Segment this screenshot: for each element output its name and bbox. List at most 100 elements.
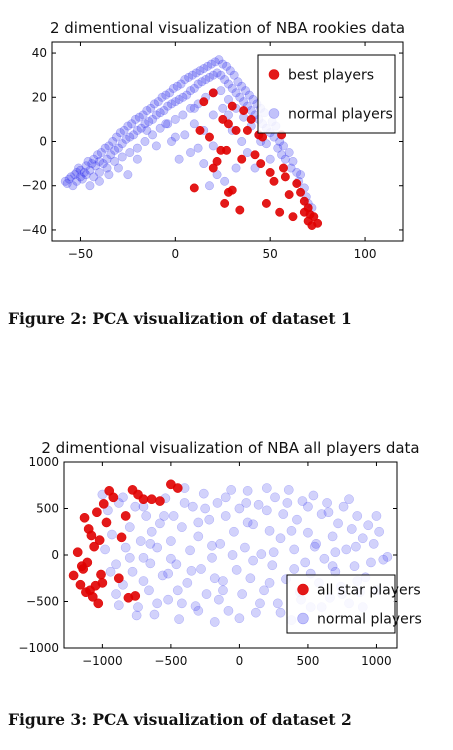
data-point [133, 602, 143, 612]
data-point [223, 95, 233, 104]
data-point [189, 183, 199, 193]
data-point [288, 156, 298, 166]
data-point [110, 156, 120, 166]
data-point [299, 196, 309, 206]
legend-label: normal players [317, 612, 422, 628]
data-point [195, 125, 205, 135]
data-point [251, 607, 261, 618]
data-point [111, 589, 121, 599]
data-point [132, 143, 142, 153]
y-tick-label: −1000 [18, 641, 59, 655]
data-point [218, 114, 228, 124]
data-point [153, 97, 163, 107]
data-point [261, 505, 272, 516]
data-point [76, 165, 85, 175]
data-point [214, 55, 224, 65]
data-point [333, 518, 343, 529]
data-point [193, 79, 203, 89]
data-point [264, 525, 275, 536]
data-point [100, 544, 110, 555]
data-point [357, 533, 368, 544]
axis-ticks: −1000 −500 0 500 1000 −1000 −500 0 500 1000 [18, 455, 397, 668]
data-point [245, 573, 256, 584]
data-point [288, 212, 298, 222]
data-point [205, 72, 214, 82]
data-point [215, 538, 226, 549]
data-point [138, 576, 149, 586]
data-point [83, 156, 93, 166]
data-point [258, 132, 268, 142]
data-point [246, 114, 256, 124]
data-point [97, 578, 108, 588]
data-point [239, 97, 249, 107]
data-point [166, 536, 176, 546]
data-point [341, 544, 352, 555]
data-point [167, 137, 176, 146]
data-point [148, 114, 158, 124]
data-point [176, 79, 186, 89]
chart-title: 2 dimentional visualization of NBA rooki… [50, 19, 405, 37]
data-point [205, 181, 214, 191]
data-point [174, 154, 184, 164]
data-point [179, 498, 190, 508]
data-point [197, 77, 207, 87]
x-tick-label: 100 [354, 247, 377, 261]
data-point [214, 594, 224, 605]
data-point [125, 148, 135, 158]
data-point [234, 503, 245, 514]
data-point [66, 172, 76, 182]
data-point [212, 156, 222, 166]
data-point [273, 143, 283, 153]
data-point [140, 119, 150, 129]
data-point [157, 570, 168, 581]
data-point [241, 498, 252, 508]
data-point [186, 148, 195, 158]
data-point [199, 64, 209, 73]
data-point [283, 485, 294, 495]
data-point [210, 57, 220, 67]
data-point [155, 496, 165, 506]
data-point [218, 585, 228, 596]
x-tick-label: 0 [172, 247, 180, 261]
data-point [81, 161, 91, 171]
data-point [220, 198, 230, 208]
data-point [157, 92, 167, 102]
data-point [123, 170, 133, 180]
data-point [346, 524, 357, 534]
data-point [168, 511, 179, 521]
data-point [117, 152, 127, 162]
data-point [309, 541, 320, 552]
data-point [218, 59, 228, 69]
data-point [296, 170, 305, 180]
data-point [209, 573, 220, 584]
data-point [264, 578, 275, 588]
data-point [184, 72, 194, 82]
data-point [72, 547, 83, 558]
data-point [68, 181, 78, 191]
data-point [270, 492, 280, 503]
data-point [269, 176, 279, 186]
data-point [196, 564, 206, 574]
data-point [366, 557, 376, 568]
data-point [108, 137, 118, 146]
data-point [193, 531, 204, 542]
data-point [191, 68, 201, 78]
data-point [280, 172, 290, 182]
data-point [76, 172, 85, 182]
legend-label: all star players [317, 583, 421, 599]
data-point [81, 587, 91, 598]
data-point [165, 88, 175, 98]
data-point [319, 553, 330, 564]
data-point [277, 150, 287, 160]
data-point [256, 159, 266, 169]
data-point [275, 207, 285, 217]
data-point [226, 485, 237, 495]
data-point [286, 525, 297, 536]
data-point [87, 592, 98, 602]
data-point [225, 66, 235, 76]
data-point [352, 511, 363, 521]
data-point [363, 520, 374, 531]
data-point [171, 559, 182, 570]
data-point [106, 150, 116, 160]
data-point [163, 568, 173, 579]
